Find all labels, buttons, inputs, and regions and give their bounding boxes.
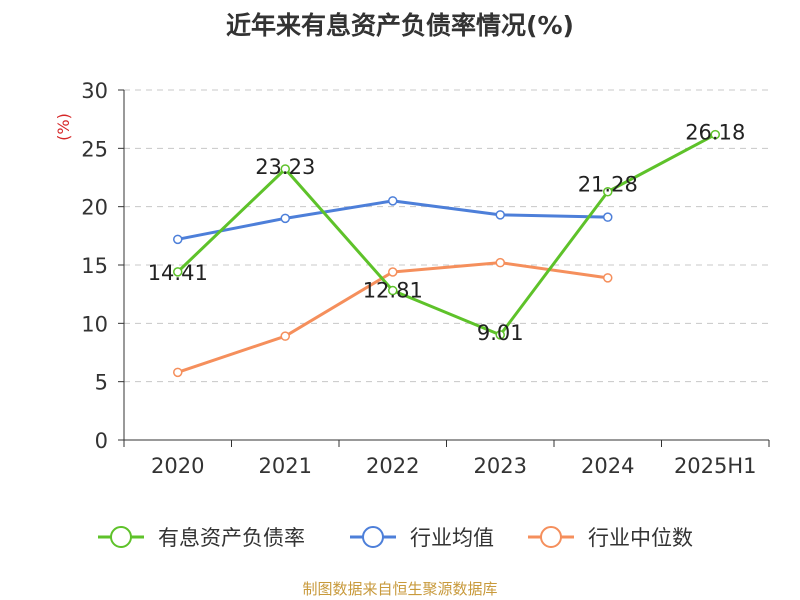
data-point [603, 212, 613, 222]
legend-label: 有息资产负债率 [158, 526, 305, 550]
legend[interactable]: 有息资产负债率 行业均值 行业中位数 [98, 526, 693, 550]
x-tick-label: 2023 [474, 454, 527, 478]
data-point [388, 196, 398, 206]
data-point [495, 210, 505, 220]
data-label: 23.23 [255, 155, 315, 179]
x-tick-label: 2024 [581, 454, 634, 478]
data-point [495, 330, 505, 340]
y-tick-label: 10 [81, 312, 108, 336]
data-point [280, 213, 290, 224]
data-label: 12.81 [363, 279, 423, 303]
y-tick-label: 15 [81, 254, 108, 278]
legend-label: 行业中位数 [588, 526, 693, 550]
y-tick-label: 20 [81, 196, 108, 220]
data-point [173, 234, 183, 245]
chart-title: 近年来有息资产负债率情况(%) [226, 11, 574, 40]
legend-item-0[interactable]: 有息资产负债率 [98, 526, 305, 550]
data-point [603, 186, 613, 197]
y-tick-label: 25 [81, 137, 108, 161]
legend-marker [110, 526, 132, 548]
data-point [603, 273, 613, 283]
legend-marker [362, 526, 384, 548]
x-tick-label: 2025H1 [674, 454, 757, 478]
series-lines [173, 129, 720, 378]
legend-item-2[interactable]: 行业中位数 [528, 526, 693, 550]
y-tick-label: 5 [95, 371, 108, 395]
legend-marker [540, 526, 562, 548]
data-labels: 14.41 23.23 12.81 9.01 21.28 26.18 [148, 121, 746, 345]
data-label: 26.18 [685, 121, 745, 145]
data-point [495, 257, 505, 268]
y-tick-label: 0 [95, 429, 108, 453]
data-point [388, 267, 398, 277]
grid-lines [124, 89, 769, 383]
legend-label: 行业均值 [410, 526, 494, 550]
data-point [173, 367, 183, 378]
data-label: 9.01 [477, 321, 524, 345]
legend-item-1[interactable]: 行业均值 [350, 526, 494, 550]
data-point [280, 331, 290, 341]
data-point [710, 129, 720, 140]
data-point [280, 164, 290, 174]
x-tick-label: 2022 [366, 454, 419, 478]
y-tick-label: 30 [81, 79, 108, 103]
data-point [173, 267, 183, 277]
source-note: 制图数据来自恒生聚源数据库 [302, 580, 498, 598]
x-tick-label: 2020 [151, 454, 204, 478]
x-tick-label: 2021 [259, 454, 312, 478]
data-point [388, 285, 398, 296]
y-axis-label: (%) [54, 113, 73, 141]
series-line-0 [176, 133, 716, 337]
data-label: 14.41 [148, 261, 208, 285]
axes: 0 5 10 15 20 25 30 (%) 2020 2021 2022 2023 2024 2025H… [54, 79, 770, 478]
data-label: 21.28 [578, 173, 638, 197]
